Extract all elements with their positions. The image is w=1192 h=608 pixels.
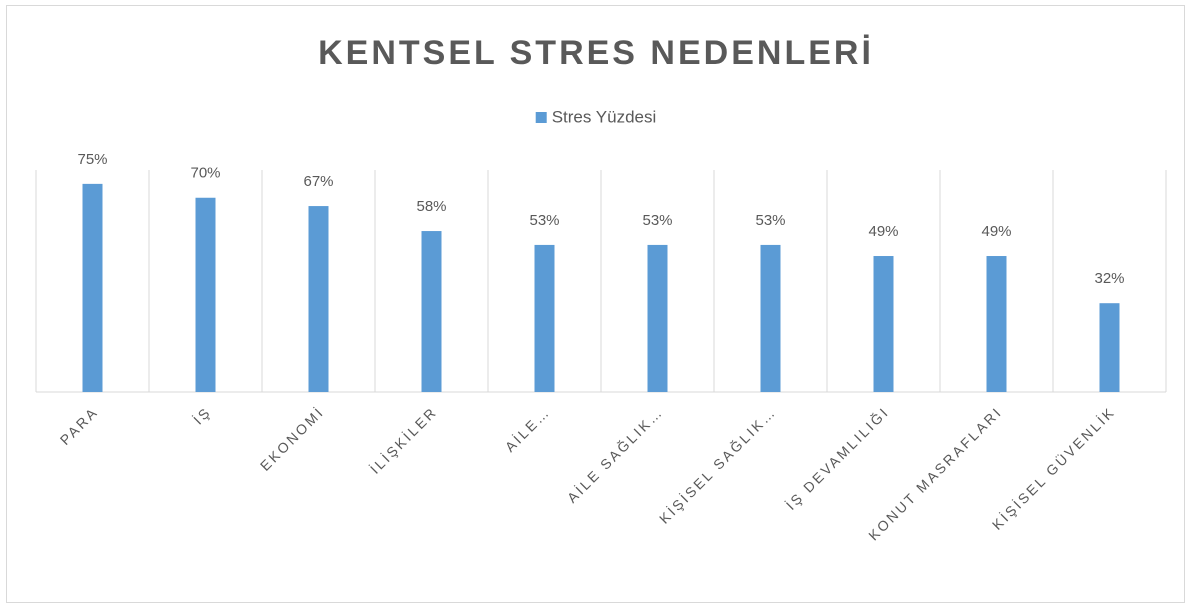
chart-title: KENTSEL STRES NEDENLERİ [318,34,874,72]
data-label: 53% [642,212,672,229]
bar [647,244,668,392]
data-label: 49% [981,223,1011,240]
bar [421,231,442,392]
bar [986,256,1007,392]
bar [82,183,103,392]
bar [534,244,555,392]
bar [760,244,781,392]
data-label: 49% [868,223,898,240]
data-label: 67% [303,173,333,190]
data-label: 70% [190,165,220,182]
data-label: 53% [755,212,785,229]
bar [1099,303,1120,392]
data-label: 58% [416,198,446,215]
bar [195,197,216,392]
data-label: 32% [1094,270,1124,287]
legend-label: Stres Yüzdesi [552,107,657,126]
legend-swatch [535,112,547,123]
data-label: 53% [529,212,559,229]
bar [308,206,329,392]
bar [873,256,894,392]
data-label: 75% [77,151,107,168]
